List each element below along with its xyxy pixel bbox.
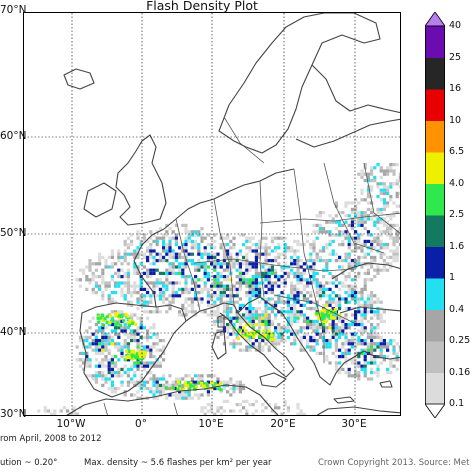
lat-label-70n: 70°N [0, 4, 27, 16]
colorbar-segment [425, 372, 445, 405]
colorbar-segment [425, 57, 445, 90]
colorbar-frame [425, 25, 445, 405]
colorbar-tick-label: 10 [449, 114, 462, 126]
coastline-layer [63, 13, 400, 415]
black-sea-south [339, 306, 400, 314]
colorbar-tick-label: 16 [449, 83, 462, 94]
colorbar-segment [425, 89, 445, 121]
colorbar [425, 12, 445, 418]
turkey-coast [363, 350, 400, 360]
sardinia-coast [211, 330, 227, 360]
lon-label-20e: 20°E [270, 418, 296, 430]
colorbar-tick-label: 1.6 [449, 240, 465, 252]
colorbar-tick-label: 0.4 [449, 303, 465, 315]
colorbar-segment [425, 183, 445, 216]
adriatic-coast [237, 296, 307, 352]
colorbar-tick-label: 25 [449, 51, 462, 63]
plot-title: Flash Density Plot [146, 0, 258, 13]
colorbar-segment [425, 309, 445, 342]
country-borders [103, 116, 400, 415]
lon-label-10w: 10°W [56, 418, 86, 430]
scandinavia-coast [218, 13, 381, 154]
colorbar-extend-high [425, 12, 445, 27]
max-density-text: Max. density ~ 5.6 flashes per km² per y… [84, 458, 272, 468]
colorbar-tick-label: 40 [449, 20, 462, 31]
copyright-text: Crown Copyright 2013. Source: Met [318, 458, 470, 468]
lat-label-50n: 50°N [0, 227, 27, 239]
britain-coast [115, 134, 167, 226]
colorbar-tick-label: 6.5 [449, 146, 465, 157]
north-sea-coast [175, 168, 295, 220]
lon-label-10e: 10°E [198, 418, 224, 430]
date-range-text: rom April, 2008 to 2012 [0, 434, 102, 444]
crete-coast [333, 396, 355, 404]
faroe-coast [63, 68, 95, 90]
colorbar-tick-label: 0.16 [449, 366, 471, 378]
colorbar-extend-low [425, 403, 445, 418]
colorbar-segment [425, 152, 445, 184]
colorbar-segment [425, 246, 445, 279]
ireland-coast [83, 182, 117, 218]
libya-coast [316, 406, 400, 415]
graticule [24, 13, 400, 415]
finland-coast [311, 64, 400, 114]
corsica-coast [217, 314, 225, 328]
colorbar-tick-label: 1 [449, 272, 456, 283]
colorbar-segment [425, 278, 445, 310]
italy-coast [185, 302, 295, 378]
lon-label-0: 0° [135, 418, 147, 430]
greece-coast [305, 350, 365, 386]
black-sea-north [331, 262, 400, 280]
map-frame[interactable] [23, 12, 401, 416]
lat-label-30n: 30°N [0, 408, 27, 420]
resolution-text: ution ~ 0.20° [0, 458, 58, 468]
colorbar-tick-label: 0.25 [449, 335, 471, 346]
north-africa-coast [66, 384, 279, 415]
colorbar-segment [425, 341, 445, 373]
colorbar-tick-label: 4.0 [449, 177, 465, 189]
cyprus-coast [379, 380, 393, 388]
flash-density-layer [37, 163, 400, 415]
colorbar-segment [425, 120, 445, 153]
channel-coast [141, 218, 177, 246]
colorbar-tick-label: 2.5 [449, 209, 465, 220]
lat-label-60n: 60°N [0, 130, 27, 142]
colorbar-segment [425, 26, 445, 58]
baltic-coast [295, 118, 400, 148]
map-canvas [24, 13, 400, 415]
colorbar-tick-label: 0.1 [449, 398, 465, 409]
sicily-coast [259, 372, 287, 388]
colorbar-segment [425, 215, 445, 247]
lon-label-30e: 30°E [341, 418, 367, 430]
lat-label-40n: 40°N [0, 326, 27, 338]
